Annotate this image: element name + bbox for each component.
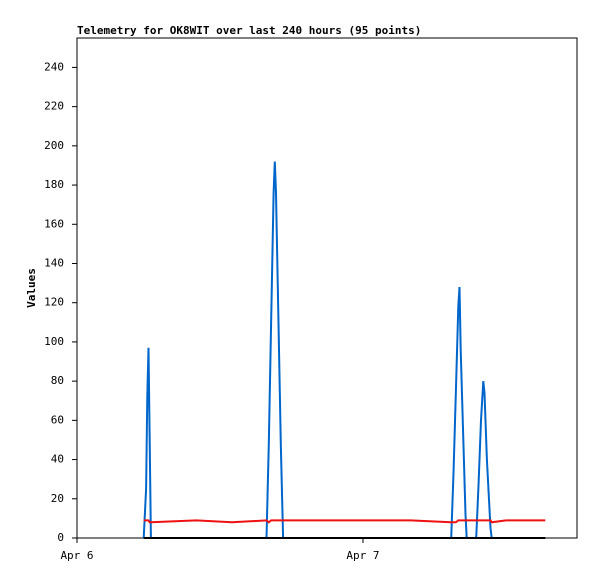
y-tick-label: 40 xyxy=(51,453,64,466)
y-axis-label: Values xyxy=(25,268,38,308)
y-tick-label: 20 xyxy=(51,492,64,505)
y-tick-label: 140 xyxy=(44,256,64,269)
y-tick-label: 240 xyxy=(44,60,64,73)
y-tick-label: 200 xyxy=(44,139,64,152)
chart-title: Telemetry for OK8WIT over last 240 hours… xyxy=(77,24,421,37)
x-tick-label: Apr 6 xyxy=(60,549,93,562)
y-tick-label: 60 xyxy=(51,413,64,426)
series-line xyxy=(143,519,546,524)
y-tick-label: 0 xyxy=(57,531,64,544)
y-tick-label: 220 xyxy=(44,100,64,113)
y-tick-label: 100 xyxy=(44,335,64,348)
y-tick-label: 120 xyxy=(44,296,64,309)
y-tick-label: 180 xyxy=(44,178,64,191)
y-tick-label: 80 xyxy=(51,374,64,387)
y-tick-label: 160 xyxy=(44,217,64,230)
x-tick-label: Apr 7 xyxy=(346,549,379,562)
